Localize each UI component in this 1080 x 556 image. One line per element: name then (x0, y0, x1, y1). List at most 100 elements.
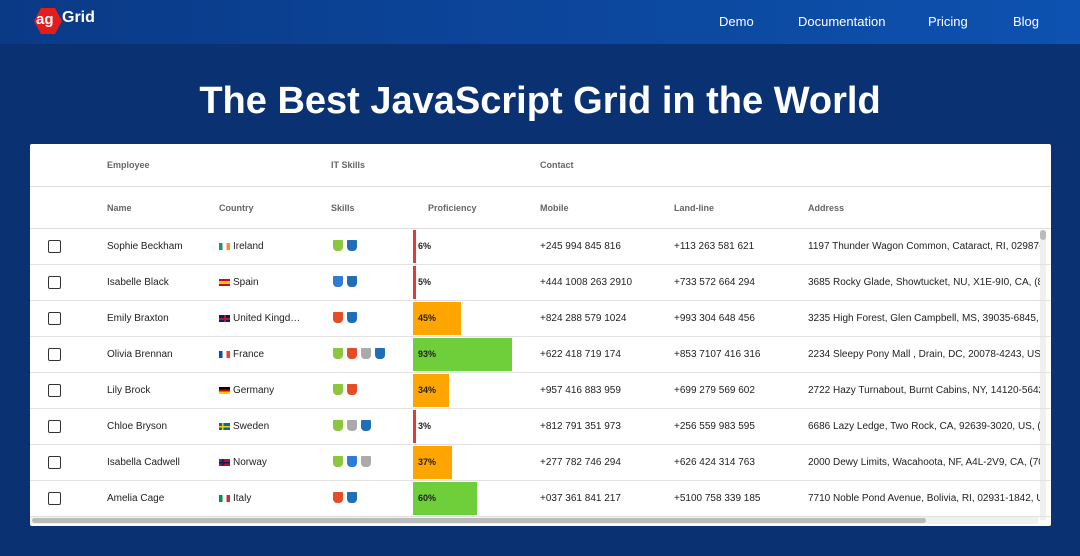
country-cell: Germany (219, 373, 324, 408)
skill-icon (333, 240, 343, 251)
country-cell: Ireland (219, 229, 324, 264)
mobile-cell: +957 416 883 959 (540, 385, 621, 396)
country-text: Spain (233, 277, 259, 288)
country-text: Sweden (233, 421, 270, 432)
country-cell: France (219, 337, 324, 372)
skill-icon (347, 312, 357, 323)
skills-cell (333, 265, 423, 300)
address-cell: 3685 Rocky Glade, Showtucket, NU, X1E-9I… (808, 277, 1040, 288)
country-text: Italy (233, 493, 252, 504)
proficiency-label: 34% (418, 385, 437, 395)
logo-grid[interactable]: Grid (62, 9, 95, 26)
group-header: Employee (107, 160, 150, 170)
skills-cell (333, 373, 423, 408)
skills-cell (333, 409, 423, 444)
row-checkbox[interactable] (48, 240, 61, 253)
skill-icon (361, 456, 371, 467)
landline-cell: +113 263 581 621 (674, 241, 755, 252)
column-header[interactable]: Proficiency (428, 203, 477, 213)
nav-link[interactable]: Demo (719, 14, 754, 29)
address-cell: 1197 Thunder Wagon Common, Cataract, RI,… (808, 241, 1040, 252)
skill-icon (333, 384, 343, 395)
landline-cell: +699 279 569 602 (674, 385, 755, 396)
name-cell: Sophie Beckham (107, 241, 183, 252)
skill-icon (347, 420, 357, 431)
country-text: Norway (233, 457, 267, 468)
address-cell: 3235 High Forest, Glen Campbell, MS, 390… (808, 313, 1040, 324)
name-cell: Chloe Bryson (107, 421, 168, 432)
mobile-cell: +824 288 579 1024 (540, 313, 627, 324)
flag-icon (219, 351, 230, 358)
column-header[interactable]: Name (107, 203, 132, 213)
grid-row: Isabella Cadwell Norway 37% +277 782 746 29… (30, 445, 1051, 481)
country-text: Ireland (233, 241, 264, 252)
logo-ag[interactable]: ag (36, 11, 54, 28)
nav-link[interactable]: Documentation (798, 14, 886, 29)
proficiency-track (413, 338, 519, 371)
skill-icon (347, 240, 357, 251)
row-checkbox[interactable] (48, 492, 61, 505)
v-scroll-thumb[interactable] (1040, 230, 1046, 240)
country-cell: Norway (219, 445, 324, 480)
proficiency-label: 45% (418, 313, 437, 323)
address-cell: 6686 Lazy Ledge, Two Rock, CA, 92639-302… (808, 421, 1040, 432)
name-cell: Isabella Cadwell (107, 457, 180, 468)
proficiency-bar (413, 374, 450, 407)
skill-icon (361, 348, 371, 359)
row-checkbox[interactable] (48, 420, 61, 433)
proficiency-bar (413, 266, 416, 299)
flag-icon (219, 495, 230, 502)
skill-icon (333, 456, 343, 467)
column-header[interactable]: Land-line (674, 203, 714, 213)
skills-cell (333, 481, 423, 516)
landline-cell: +733 572 664 294 (674, 277, 755, 288)
skill-icon (347, 384, 357, 395)
v-scrollbar[interactable] (1040, 230, 1046, 520)
grid-row: Isabelle Black Spain 5% +444 1008 263 2910 +… (30, 265, 1051, 301)
skills-cell (333, 301, 423, 336)
skill-icon (347, 348, 357, 359)
proficiency-label: 60% (418, 493, 437, 503)
row-checkbox[interactable] (48, 456, 61, 469)
proficiency-track (413, 230, 519, 263)
column-header[interactable]: Country (219, 203, 254, 213)
row-checkbox[interactable] (48, 276, 61, 289)
divider (30, 186, 1051, 187)
group-header: IT Skills (331, 160, 366, 170)
data-grid: Employee IT Skills Contact Name Country Sk… (30, 144, 1051, 526)
name-cell: Emily Braxton (107, 313, 169, 324)
column-header[interactable]: Skills (331, 203, 355, 213)
row-checkbox[interactable] (48, 348, 61, 361)
mobile-cell: +277 782 746 294 (540, 457, 621, 468)
skill-icon (333, 348, 343, 359)
skills-cell (333, 229, 423, 264)
proficiency-track (413, 446, 519, 479)
address-cell: 2234 Sleepy Pony Mall , Drain, DC, 20078… (808, 349, 1040, 360)
mobile-cell: +037 361 841 217 (540, 493, 621, 504)
name-cell: Isabelle Black (107, 277, 169, 288)
skill-icon (333, 492, 343, 503)
grid-row: Sophie Beckham Ireland 6% +245 994 845 816 +… (30, 229, 1051, 265)
proficiency-label: 93% (418, 349, 437, 359)
country-text: United Kingd… (233, 313, 301, 324)
country-cell: Sweden (219, 409, 324, 444)
address-cell: 7710 Noble Pond Avenue, Bolivia, RI, 029… (808, 493, 1040, 504)
nav-link[interactable]: Blog (1013, 14, 1040, 29)
proficiency-label: 6% (418, 241, 432, 251)
skill-icon (347, 456, 357, 467)
column-header[interactable]: Address (808, 203, 845, 213)
proficiency-bar (413, 410, 416, 443)
h-scroll-thumb[interactable] (32, 518, 926, 523)
column-header[interactable]: Mobile (540, 203, 569, 213)
proficiency-bar (413, 230, 416, 263)
nav-link[interactable]: Pricing (928, 14, 968, 29)
grid-row: Olivia Brennan France 93% +622 418 719 174 +… (30, 337, 1051, 373)
skill-icon (333, 276, 343, 287)
country-text: Germany (233, 385, 275, 396)
mobile-cell: +812 791 351 973 (540, 421, 621, 432)
proficiency-label: 5% (418, 277, 432, 287)
row-checkbox[interactable] (48, 384, 61, 397)
logo-badge (34, 8, 62, 34)
h-scrollbar[interactable] (30, 517, 1038, 524)
row-checkbox[interactable] (48, 312, 61, 325)
